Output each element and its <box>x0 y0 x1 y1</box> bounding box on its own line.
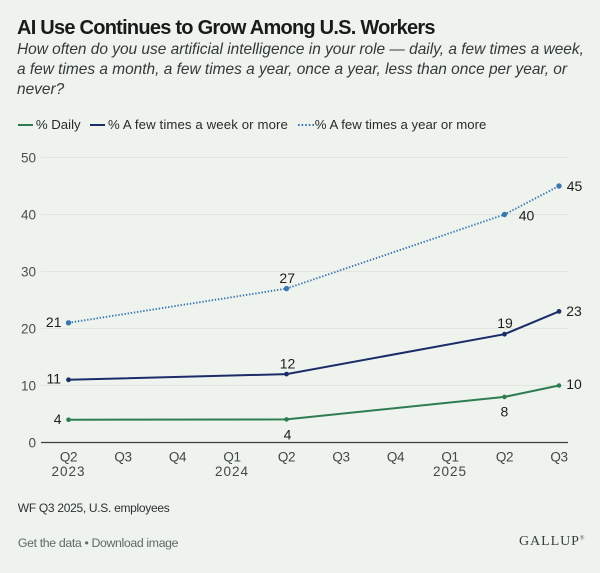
svg-text:Q2: Q2 <box>60 449 77 464</box>
svg-text:27: 27 <box>279 270 295 286</box>
svg-text:Q2: Q2 <box>278 449 295 464</box>
svg-text:Q1: Q1 <box>223 449 240 464</box>
svg-text:4: 4 <box>54 411 62 427</box>
svg-text:2024: 2024 <box>215 464 249 479</box>
svg-text:11: 11 <box>46 370 61 386</box>
svg-text:Q3: Q3 <box>550 449 567 464</box>
svg-text:19: 19 <box>497 315 513 331</box>
svg-text:12: 12 <box>280 356 296 372</box>
svg-text:2023: 2023 <box>51 464 85 479</box>
svg-text:8: 8 <box>501 404 509 420</box>
svg-text:45: 45 <box>567 178 583 194</box>
svg-text:40: 40 <box>519 208 535 224</box>
svg-text:10: 10 <box>566 376 582 392</box>
svg-text:21: 21 <box>46 314 62 330</box>
svg-text:30: 30 <box>21 264 36 279</box>
svg-text:0: 0 <box>28 435 36 450</box>
svg-text:50: 50 <box>21 150 36 165</box>
svg-text:23: 23 <box>566 303 582 319</box>
svg-text:Q3: Q3 <box>114 449 131 464</box>
svg-text:2025: 2025 <box>433 464 467 479</box>
svg-text:Q3: Q3 <box>332 449 349 464</box>
svg-text:4: 4 <box>284 426 292 442</box>
svg-text:10: 10 <box>21 378 36 393</box>
svg-text:Q2: Q2 <box>496 449 513 464</box>
svg-text:40: 40 <box>21 207 36 222</box>
svg-text:Q4: Q4 <box>169 449 187 464</box>
svg-text:Q4: Q4 <box>387 449 405 464</box>
svg-text:Q1: Q1 <box>441 449 458 464</box>
svg-text:20: 20 <box>21 321 36 336</box>
